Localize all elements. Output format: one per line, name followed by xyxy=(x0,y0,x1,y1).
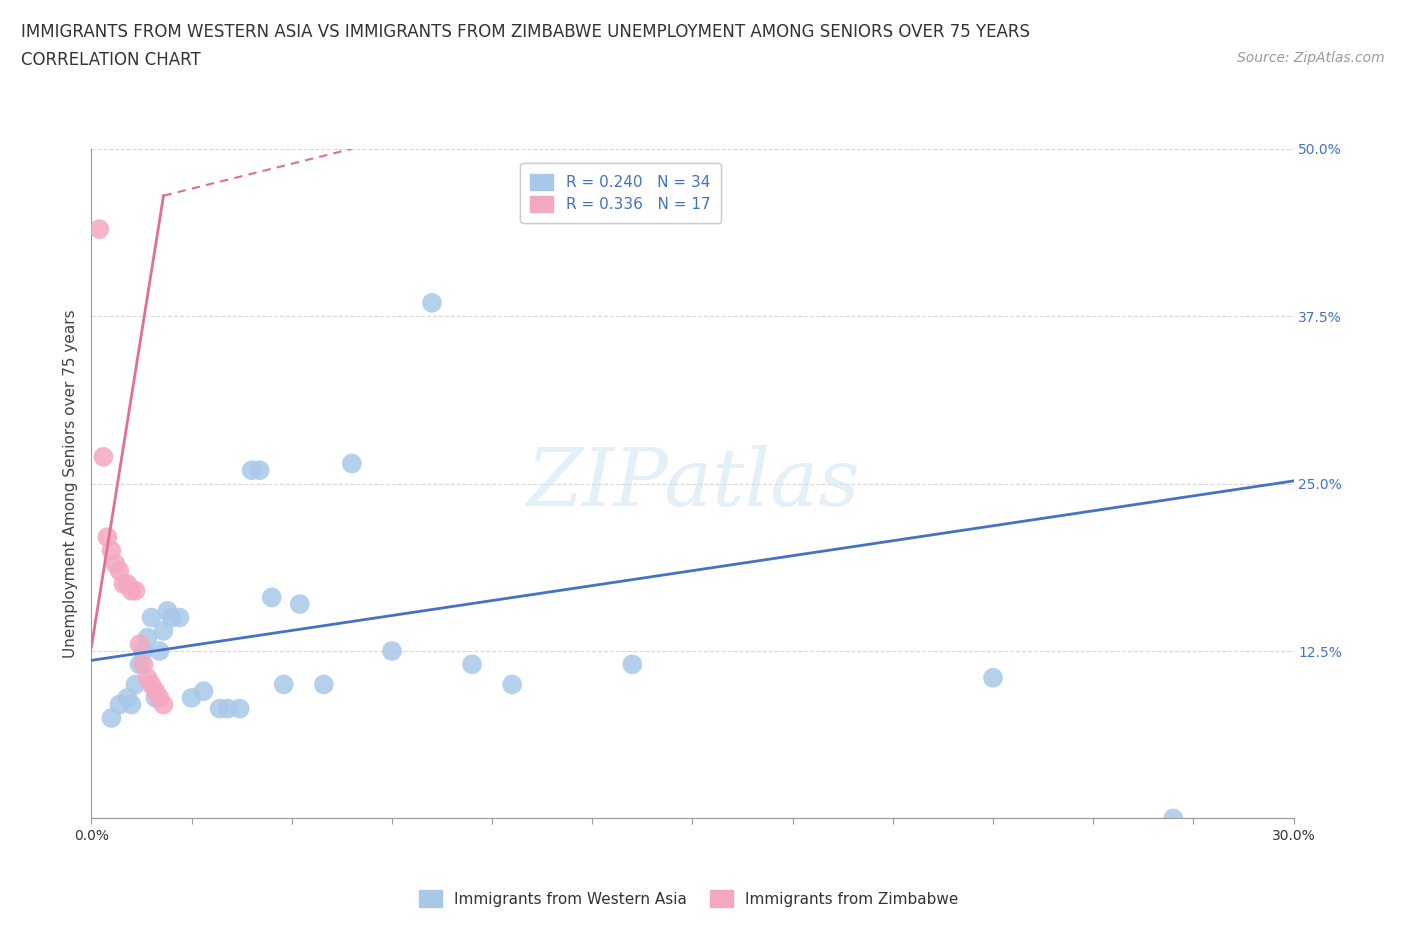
Point xyxy=(1163,811,1185,826)
Point xyxy=(136,671,159,685)
Point xyxy=(340,456,363,471)
Legend: R = 0.240   N = 34, R = 0.336   N = 17: R = 0.240 N = 34, R = 0.336 N = 17 xyxy=(520,163,721,223)
Point xyxy=(89,221,111,236)
Point xyxy=(117,690,139,705)
Point xyxy=(288,597,311,612)
Point xyxy=(108,698,131,712)
Point xyxy=(132,644,155,658)
Point xyxy=(160,610,183,625)
Point xyxy=(240,463,263,478)
Point xyxy=(381,644,404,658)
Point xyxy=(180,690,202,705)
Text: Source: ZipAtlas.com: Source: ZipAtlas.com xyxy=(1237,51,1385,65)
Point xyxy=(621,657,644,671)
Point xyxy=(112,577,135,591)
Point xyxy=(501,677,523,692)
Point xyxy=(124,583,146,598)
Point xyxy=(132,657,155,671)
Legend: Immigrants from Western Asia, Immigrants from Zimbabwe: Immigrants from Western Asia, Immigrants… xyxy=(413,884,965,913)
Point xyxy=(128,657,150,671)
Point xyxy=(104,556,127,571)
Point xyxy=(273,677,295,692)
Point xyxy=(152,698,174,712)
Point xyxy=(152,623,174,638)
Point xyxy=(193,684,215,698)
Point xyxy=(145,684,167,698)
Y-axis label: Unemployment Among Seniors over 75 years: Unemployment Among Seniors over 75 years xyxy=(62,310,77,658)
Point xyxy=(96,530,118,545)
Point xyxy=(100,543,122,558)
Point xyxy=(141,677,163,692)
Point xyxy=(124,677,146,692)
Point xyxy=(228,701,250,716)
Point xyxy=(156,604,179,618)
Point xyxy=(260,590,283,604)
Point xyxy=(981,671,1004,685)
Point xyxy=(136,631,159,645)
Point xyxy=(148,644,170,658)
Point xyxy=(117,577,139,591)
Point xyxy=(121,698,143,712)
Point xyxy=(217,701,239,716)
Point xyxy=(145,690,167,705)
Text: IMMIGRANTS FROM WESTERN ASIA VS IMMIGRANTS FROM ZIMBABWE UNEMPLOYMENT AMONG SENI: IMMIGRANTS FROM WESTERN ASIA VS IMMIGRAN… xyxy=(21,23,1031,41)
Point xyxy=(121,583,143,598)
Point xyxy=(93,449,115,464)
Point xyxy=(141,610,163,625)
Text: ZIPatlas: ZIPatlas xyxy=(526,445,859,523)
Point xyxy=(148,690,170,705)
Point xyxy=(420,296,443,311)
Text: CORRELATION CHART: CORRELATION CHART xyxy=(21,51,201,69)
Point xyxy=(461,657,484,671)
Point xyxy=(108,564,131,578)
Point xyxy=(100,711,122,725)
Point xyxy=(208,701,231,716)
Point xyxy=(249,463,271,478)
Point xyxy=(312,677,335,692)
Point xyxy=(169,610,191,625)
Point xyxy=(128,637,150,652)
